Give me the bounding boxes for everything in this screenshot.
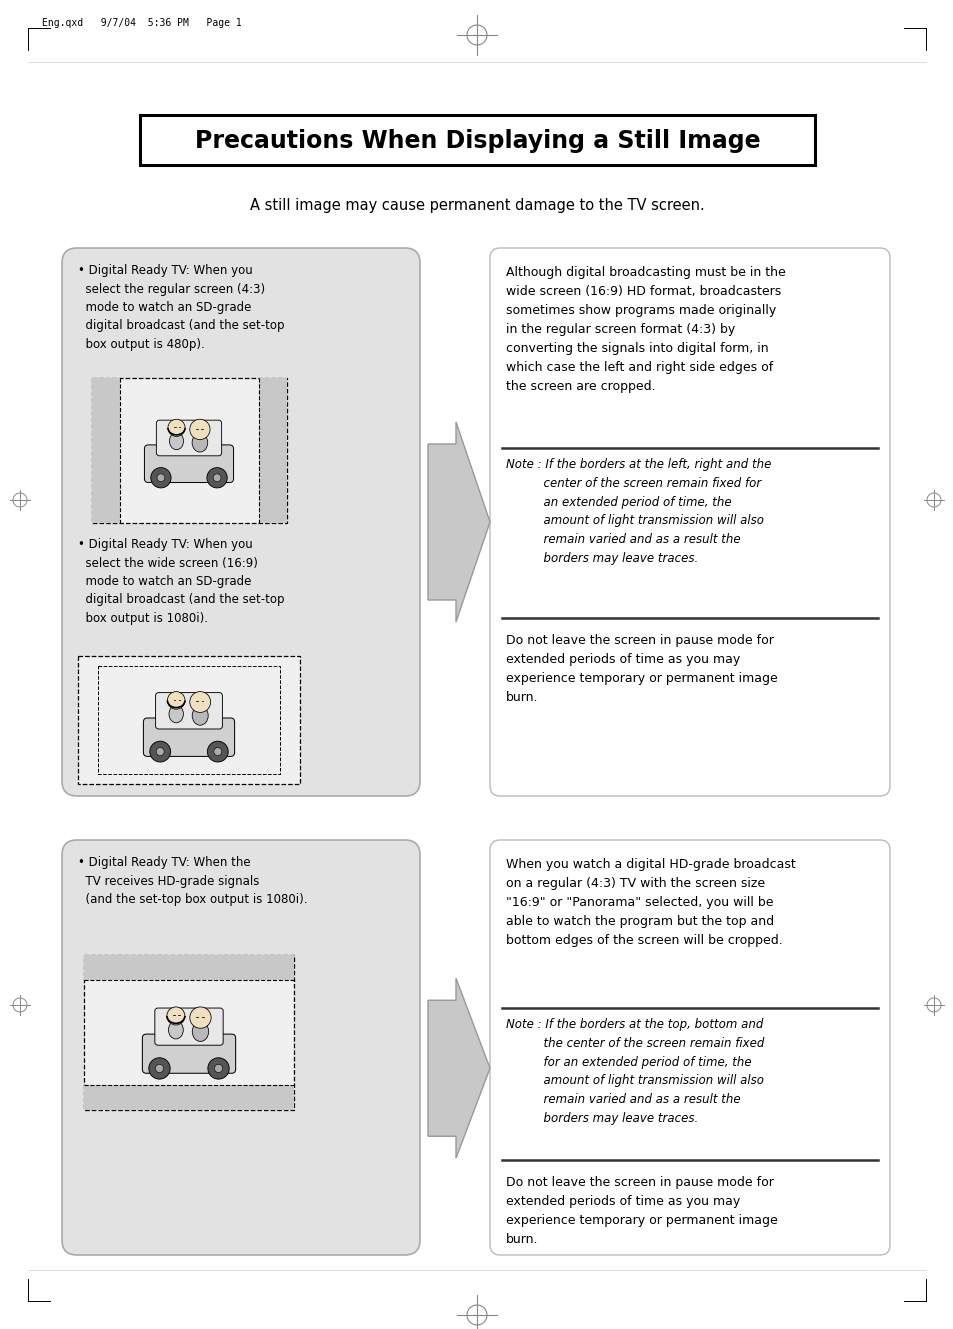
Text: Eng.qxd   9/7/04  5:36 PM   Page 1: Eng.qxd 9/7/04 5:36 PM Page 1 (42, 19, 241, 28)
Circle shape (151, 468, 171, 488)
Bar (84, 956, 294, 979)
Circle shape (214, 1065, 222, 1073)
Circle shape (207, 468, 227, 488)
Text: • Digital Ready TV: When the
  TV receives HD-grade signals
  (and the set-top b: • Digital Ready TV: When the TV receives… (78, 856, 307, 906)
FancyBboxPatch shape (62, 840, 419, 1255)
Text: Precautions When Displaying a Still Image: Precautions When Displaying a Still Imag… (194, 129, 760, 153)
Bar (91, 377, 120, 524)
Ellipse shape (192, 433, 208, 452)
Bar (258, 377, 287, 524)
Text: A still image may cause permanent damage to the TV screen.: A still image may cause permanent damage… (250, 198, 703, 213)
Polygon shape (428, 978, 490, 1159)
Text: Although digital broadcasting must be in the
wide screen (16:9) HD format, broad: Although digital broadcasting must be in… (505, 266, 785, 393)
FancyBboxPatch shape (490, 249, 889, 796)
Circle shape (207, 742, 228, 762)
Circle shape (156, 748, 164, 756)
Bar (140, 116, 814, 165)
Circle shape (149, 1058, 170, 1079)
Circle shape (150, 742, 171, 762)
Ellipse shape (193, 1022, 209, 1042)
Bar (78, 657, 299, 784)
Ellipse shape (170, 432, 183, 449)
FancyBboxPatch shape (144, 445, 233, 482)
Bar (91, 377, 287, 524)
Text: • Digital Ready TV: When you
  select the regular screen (4:3)
  mode to watch a: • Digital Ready TV: When you select the … (78, 264, 284, 351)
Circle shape (155, 1065, 163, 1073)
Text: Note : If the borders at the top, bottom and
          the center of the screen : Note : If the borders at the top, bottom… (505, 1018, 763, 1126)
Text: Note : If the borders at the left, right and the
          center of the screen : Note : If the borders at the left, right… (505, 459, 771, 565)
Circle shape (190, 1007, 211, 1029)
Circle shape (168, 419, 185, 436)
Ellipse shape (169, 706, 183, 723)
Ellipse shape (169, 1021, 183, 1039)
Circle shape (157, 474, 165, 481)
Ellipse shape (192, 706, 208, 726)
Text: Do not leave the screen in pause mode for
extended periods of time as you may
ex: Do not leave the screen in pause mode fo… (505, 1176, 777, 1247)
Circle shape (213, 474, 221, 481)
Text: Do not leave the screen in pause mode for
extended periods of time as you may
ex: Do not leave the screen in pause mode fo… (505, 634, 777, 704)
Text: • Digital Ready TV: When you
  select the wide screen (16:9)
  mode to watch an : • Digital Ready TV: When you select the … (78, 538, 284, 625)
Circle shape (167, 691, 185, 710)
FancyBboxPatch shape (62, 249, 419, 796)
Circle shape (213, 748, 221, 756)
FancyBboxPatch shape (490, 840, 889, 1255)
FancyBboxPatch shape (143, 718, 234, 756)
FancyBboxPatch shape (156, 420, 221, 456)
Text: When you watch a digital HD-grade broadcast
on a regular (4:3) TV with the scree: When you watch a digital HD-grade broadc… (505, 859, 795, 948)
Bar (84, 1084, 294, 1110)
Circle shape (190, 419, 210, 440)
Bar (84, 956, 294, 1110)
Bar (98, 666, 280, 773)
Polygon shape (428, 423, 490, 622)
FancyBboxPatch shape (154, 1007, 223, 1045)
Circle shape (167, 1007, 185, 1025)
FancyBboxPatch shape (142, 1034, 235, 1074)
Circle shape (190, 691, 211, 712)
Circle shape (208, 1058, 229, 1079)
FancyBboxPatch shape (155, 692, 222, 730)
